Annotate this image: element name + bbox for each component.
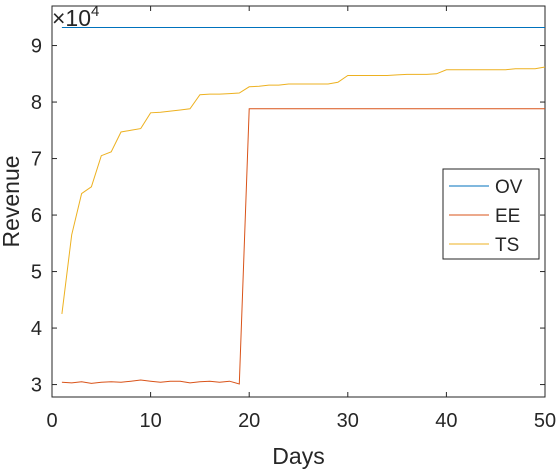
series-line-ee [61, 108, 545, 385]
x-tick-label: 50 [534, 410, 556, 432]
y-axis-exponent: ×104 [52, 3, 99, 31]
y-tick-label: 7 [31, 149, 42, 171]
y-tick-label: 8 [31, 92, 42, 114]
x-tick-label: 40 [435, 410, 457, 432]
series-line-ts [61, 66, 546, 314]
legend-label-ov: OV [495, 177, 523, 198]
x-axis-label: Days [272, 443, 324, 469]
plot-frame [51, 5, 546, 398]
y-tick-label: 9 [31, 36, 42, 58]
y-tick-label: 5 [31, 262, 42, 284]
legend-label-ee: EE [495, 206, 520, 227]
series-lines [61, 27, 546, 385]
y-axis-label: Revenue [0, 155, 24, 247]
y-tick-label: 4 [31, 318, 42, 340]
axis-ticks: 0 10 20 30 40 50 3 4 5 6 7 8 9 [31, 6, 556, 432]
legend-box [442, 168, 540, 260]
legend-label-ts: TS [495, 235, 519, 256]
y-tick-label: 3 [31, 375, 42, 397]
x-tick-label: 30 [337, 410, 359, 432]
x-tick-label: 0 [46, 410, 57, 432]
x-tick-label: 10 [139, 410, 161, 432]
x-tick-label: 20 [238, 410, 260, 432]
legend: OV EE TS [442, 168, 540, 260]
y-tick-label: 6 [31, 205, 42, 227]
plot-area: 0 10 20 30 40 50 3 4 5 6 7 8 9 [31, 5, 556, 432]
